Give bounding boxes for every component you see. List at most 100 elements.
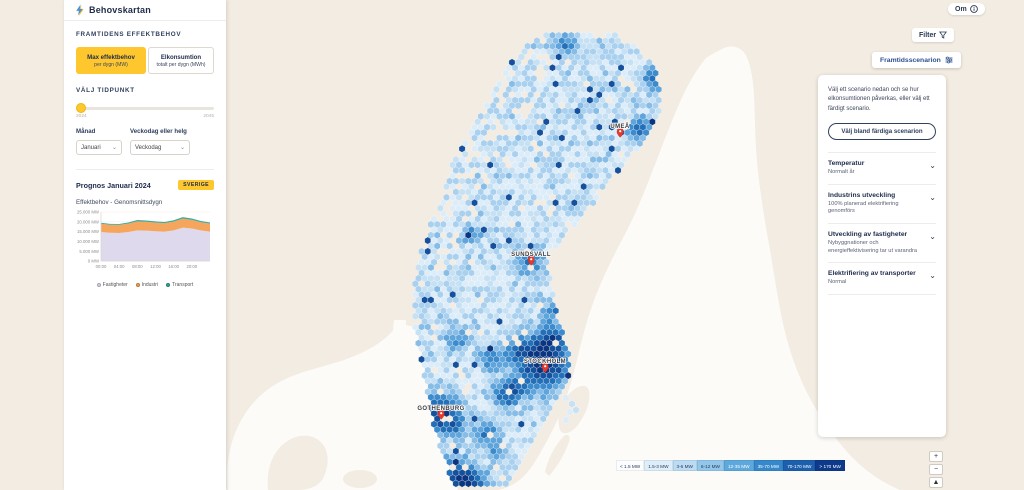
prognosis-title: Prognos Januari 2024 (76, 180, 151, 190)
legend-item: < 1.5 MW (616, 460, 645, 471)
city-pin-icon (527, 255, 535, 266)
toggle-option2-title: Elkonsumtion (160, 53, 202, 61)
legend-item: 35-70 MW (753, 460, 784, 471)
chart-legend-item: Fastigheter (96, 282, 128, 288)
svg-text:20:00: 20:00 (186, 264, 197, 269)
filter-funnel-icon (939, 31, 948, 39)
toggle-option1-sub: per dygn (MW) (94, 61, 128, 68)
year-slider[interactable] (76, 103, 214, 113)
weekday-label: Veckodag eller helg (130, 128, 187, 135)
sliders-icon (945, 56, 953, 64)
weekday-select[interactable]: Veckodag ⌄ (130, 140, 190, 155)
accordion-title: Utveckling av fastigheter (828, 230, 908, 238)
map-zoom-controls: + − ▲ (929, 451, 943, 488)
chart-legend-item: Transport (166, 282, 193, 288)
chart-legend-item: Industri (135, 282, 158, 288)
month-select-value: Januari (81, 144, 101, 151)
app-title: Behovskartan (89, 5, 151, 15)
city-pin-icon (616, 127, 624, 138)
city-pin-icon (541, 362, 549, 373)
svg-text:25.000 MW: 25.000 MW (77, 210, 100, 215)
metric-toggle: Max effektbehov per dygn (MW) Elkonsumti… (76, 47, 214, 74)
lightning-bolt-logo-icon (76, 4, 84, 16)
about-label: Om (955, 5, 967, 13)
city-label: SUNDSVALL (511, 252, 551, 258)
chevron-down-icon: ⌄ (929, 192, 936, 202)
city-marker-gothenburg: GOTHENBURG (417, 405, 465, 420)
svg-text:12:00: 12:00 (150, 264, 161, 269)
svg-text:0 MW: 0 MW (88, 259, 100, 264)
chart-legend: Fastigheter Industri Transport (76, 282, 214, 288)
compass-button[interactable]: ▲ (929, 477, 943, 488)
chart-series-fastigheter (101, 227, 210, 261)
accordion-title: Temperatur (828, 159, 865, 167)
legend-item: 1.5-3 MW (644, 460, 673, 471)
city-label: GOTHENBURG (417, 406, 464, 412)
toggle-option2-sub: totalt per dygn (MWh) (156, 61, 206, 68)
legend-item: 12-35 MW (723, 460, 754, 471)
svg-text:08:00: 08:00 (132, 264, 143, 269)
chevron-down-icon: ⌄ (929, 271, 936, 281)
choose-scenarios-button[interactable]: Välj bland färdiga scenarion (828, 122, 936, 140)
future-scenarios-button[interactable]: Framtidsscenarion (872, 52, 961, 68)
accordion-subtitle: Normal (828, 279, 847, 286)
filter-button[interactable]: Filter (912, 28, 955, 42)
dropdown-labels: Månad Veckodag eller helg (76, 128, 214, 135)
scenario-accordion-list: Temperatur Normalt år ⌄ Industrins utveckli… (828, 151, 936, 296)
svg-text:10.000 MW: 10.000 MW (77, 239, 100, 244)
legend-item: 70-170 MW (783, 460, 816, 471)
sea-baltic (498, 46, 900, 490)
scenario-panel: Välj ett scenario nedan och se hur elkon… (818, 75, 946, 437)
land-denmark (267, 435, 328, 490)
demand-hexagon-layer (411, 31, 662, 488)
chart-series-industri (101, 218, 210, 233)
chevron-down-icon: ⌄ (111, 145, 117, 151)
accordion-temperatur[interactable]: Temperatur Normalt år ⌄ (828, 153, 936, 185)
legend-item: > 170 MW (815, 460, 845, 471)
section-label: FRAMTIDENS EFFEKTBEHOV (76, 31, 182, 38)
toggle-elkonsumtion[interactable]: Elkonsumtion totalt per dygn (MWh) (148, 47, 214, 74)
slider-min-label: 2024 (76, 114, 87, 119)
city-pin-icon (437, 409, 445, 420)
month-select[interactable]: Januari ⌄ (76, 140, 122, 155)
time-section-label: VÄLJ TIDPUNKT (76, 87, 135, 94)
svg-text:20.000 MW: 20.000 MW (77, 219, 100, 224)
scenario-intro-text: Välj ett scenario nedan och se hur elkon… (828, 87, 930, 112)
demand-area-chart: 0 MW 5.000 MW 10.000 MW 15.000 MW 20.000 MW 2… (76, 209, 214, 288)
accordion-subtitle: 100% planerad elektrifiering genomförs (828, 200, 899, 215)
accordion-industrins-utveckling[interactable]: Industrins utveckling 100% planerad elekt… (828, 185, 936, 224)
zoom-out-button[interactable]: − (929, 464, 943, 475)
toggle-max-effektbehov[interactable]: Max effektbehov per dygn (MW) (76, 47, 146, 74)
month-label: Månad (76, 128, 96, 135)
toggle-option1-title: Max effektbehov (87, 53, 135, 61)
svg-text:00:00: 00:00 (96, 264, 107, 269)
city-label: UMEÅ (610, 123, 630, 130)
about-button[interactable]: Om (948, 3, 985, 15)
svg-text:04:00: 04:00 (114, 264, 125, 269)
accordion-utveckling-av-fastigheter[interactable]: Utveckling av fastigheter Nybyggnationer … (828, 224, 936, 264)
legend-dot-icon (96, 283, 101, 287)
sea-oslofjord (393, 320, 406, 358)
chevron-down-icon: ⌄ (179, 145, 185, 151)
slider-labels: 2024 2045 (76, 114, 214, 119)
slider-track[interactable] (76, 107, 214, 110)
slider-max-label: 2045 (203, 114, 214, 119)
slider-thumb[interactable] (76, 103, 86, 113)
svg-text:5.000 MW: 5.000 MW (79, 249, 100, 254)
accordion-subtitle: Normalt år (828, 168, 855, 175)
zoom-in-button[interactable]: + (929, 451, 943, 462)
info-icon (969, 5, 978, 13)
dropdown-row: Januari ⌄ Veckodag ⌄ (76, 140, 214, 155)
legend-item: 6-12 MW (696, 460, 724, 471)
future-scenarios-label: Framtidsscenarion (880, 56, 941, 64)
weekday-select-value: Veckodag (135, 144, 162, 151)
svg-text:16:00: 16:00 (168, 264, 179, 269)
map-color-legend: < 1.5 MW 1.5-3 MW 3-6 MW 6-12 MW 12-35 MW 35-… (616, 460, 845, 471)
city-label: STOCKHOLM (524, 359, 566, 365)
chart-title: Effektbehov - Genomsnittsdygn (76, 199, 163, 206)
accordion-elektrifiering-av-transporter[interactable]: Elektrifiering av transporter Normal ⌄ (828, 263, 936, 296)
legend-dot-icon (135, 283, 140, 287)
land-oland (545, 434, 570, 476)
sidebar: Behovskartan FRAMTIDENS EFFEKTBEHOV Max … (64, 0, 226, 490)
